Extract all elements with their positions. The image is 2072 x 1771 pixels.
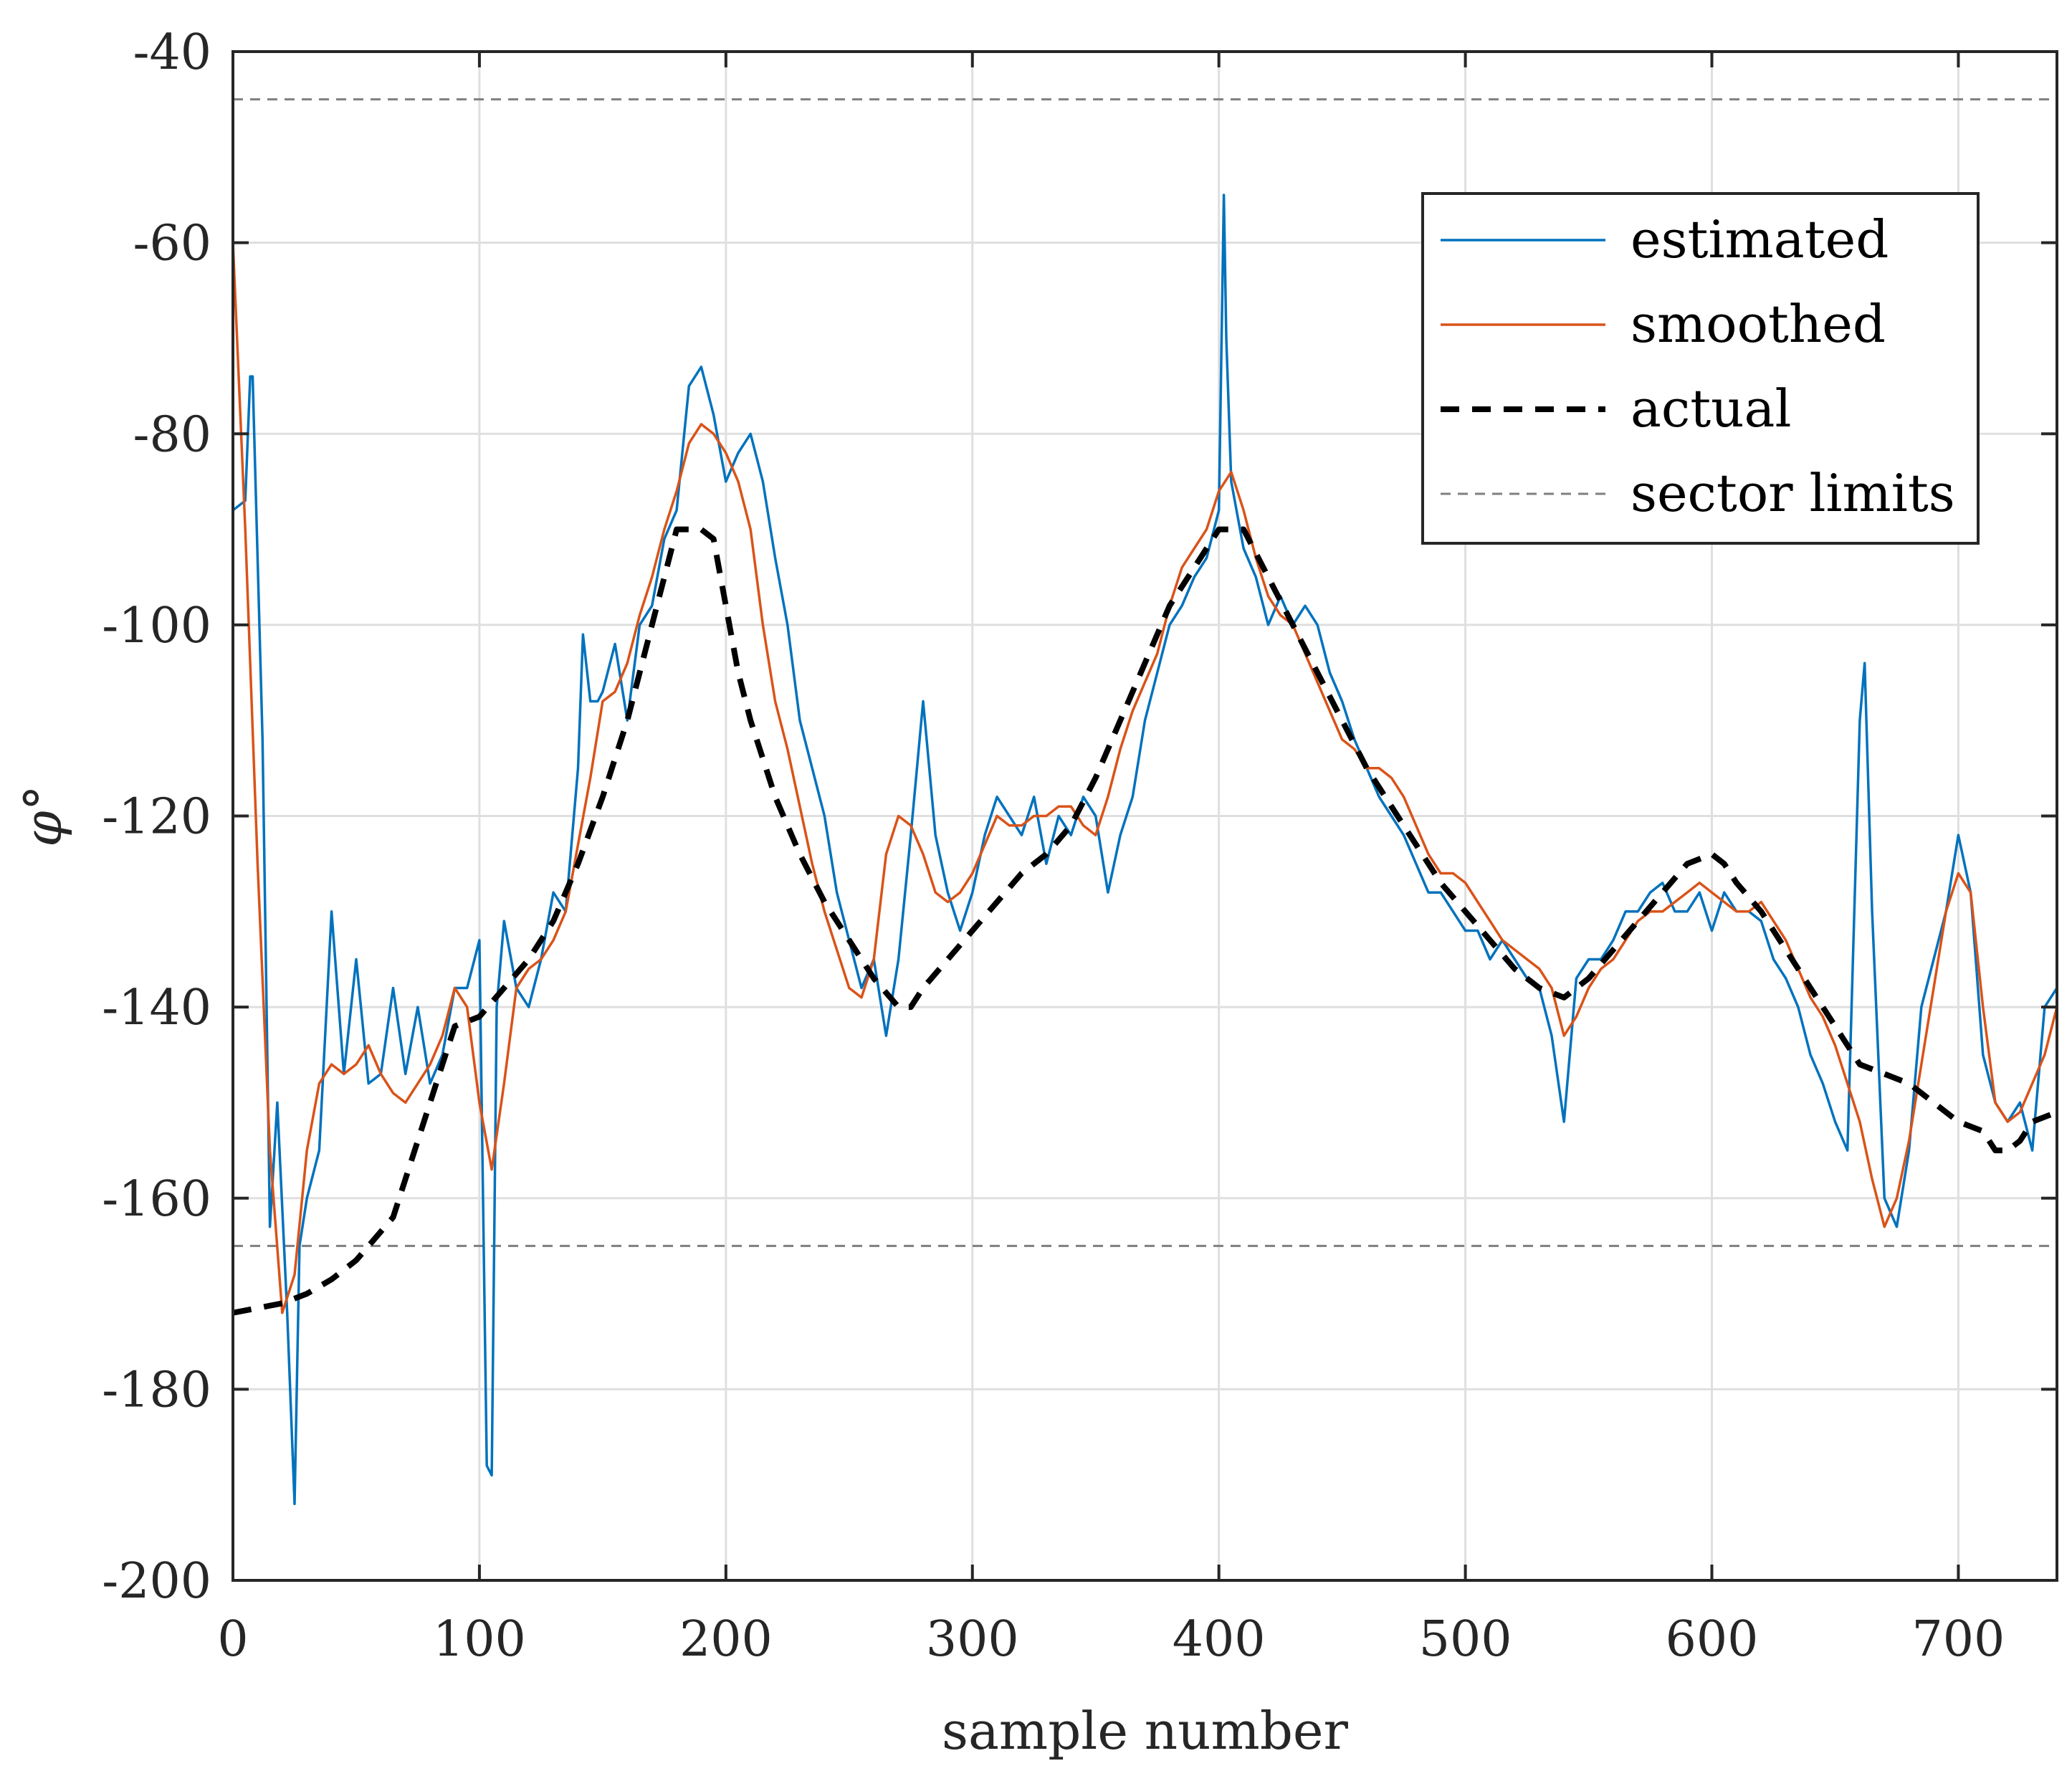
y-axis: -40 -60 -80 -100 -120 -140 -160 -180 -200 xyxy=(102,24,2057,1610)
y-tick-label: -40 xyxy=(133,24,211,81)
x-tick-label: 200 xyxy=(679,1611,773,1668)
y-axis-title: φ° xyxy=(13,785,73,846)
y-tick-label: -100 xyxy=(102,598,211,654)
x-axis: 0 100 200 300 400 500 600 700 xyxy=(217,52,2005,1668)
x-tick-label: 600 xyxy=(1666,1611,1759,1668)
x-tick-label: 400 xyxy=(1173,1611,1266,1668)
legend-label: actual xyxy=(1631,378,1792,439)
y-tick-label: -60 xyxy=(133,216,211,272)
y-tick-label: -120 xyxy=(102,789,211,846)
y-tick-label: -140 xyxy=(102,980,211,1036)
legend-label: sector limits xyxy=(1631,463,1955,523)
series-layer xyxy=(233,194,2057,1506)
x-tick-label: 700 xyxy=(1912,1611,2005,1668)
series-line-actual xyxy=(233,526,2057,1316)
legend: estimated smoothed actual sector limits xyxy=(1421,192,1980,545)
x-tick-label: 500 xyxy=(1419,1611,1512,1668)
x-tick-label: 300 xyxy=(926,1611,1019,1668)
y-tick-label: -200 xyxy=(102,1553,211,1610)
x-tick-label: 0 xyxy=(217,1611,248,1668)
legend-box xyxy=(1421,192,1980,545)
legend-label: smoothed xyxy=(1631,294,1886,354)
sector-limit-lines xyxy=(233,98,2057,1247)
legend-label: estimated xyxy=(1631,209,1889,269)
y-tick-label: -160 xyxy=(102,1171,211,1228)
series-line-smoothed xyxy=(233,242,2057,1314)
x-axis-title: sample number xyxy=(942,1701,1348,1761)
y-tick-label: -80 xyxy=(133,406,211,463)
y-tick-label: -180 xyxy=(102,1362,211,1418)
x-tick-label: 100 xyxy=(433,1611,526,1668)
